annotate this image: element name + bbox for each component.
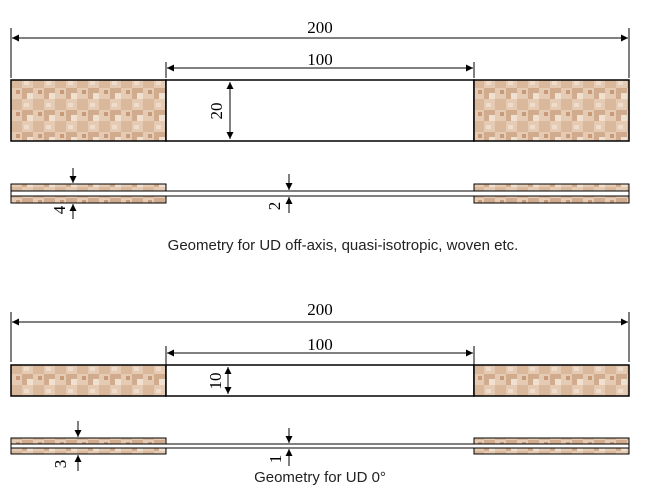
top-side-left-tab-upper <box>10 183 167 192</box>
top-side-view: 4 2 <box>10 168 630 219</box>
top-caption: Geometry for UD off-axis, quasi-isotropi… <box>168 237 519 254</box>
bottom-plan-view: 10 <box>10 364 630 397</box>
top-gauge-length-label: 100 <box>307 50 333 69</box>
bottom-overall-length-label: 200 <box>307 300 333 319</box>
top-left-tab <box>10 79 167 142</box>
top-gauge-length-dimension: 100 <box>165 50 475 78</box>
bottom-side-specimen <box>10 443 630 449</box>
top-side-left-tab-lower <box>10 195 167 204</box>
bottom-right-tab <box>473 364 630 397</box>
bottom-side-right-tab-upper <box>473 437 630 445</box>
top-width-label: 20 <box>207 103 226 120</box>
bottom-side-left-tab-lower <box>10 447 167 455</box>
bottom-gauge-section <box>165 364 475 397</box>
top-specimen-thickness-label: 2 <box>265 202 284 211</box>
top-tab-thickness-label: 4 <box>50 205 69 214</box>
bottom-side-right-tab-lower <box>473 447 630 455</box>
bottom-geometry: 200 100 10 3 <box>10 300 630 486</box>
bottom-side-view: 3 1 <box>10 421 630 471</box>
bottom-tab-thickness-label: 3 <box>51 460 70 469</box>
top-side-right-tab-upper <box>473 183 630 192</box>
top-plan-view: 20 <box>10 79 630 142</box>
bottom-overall-length-dimension: 200 <box>10 300 630 362</box>
top-gauge-section <box>165 79 475 142</box>
bottom-gauge-length-label: 100 <box>307 335 333 354</box>
bottom-left-tab <box>10 364 167 397</box>
top-overall-length-dimension: 200 <box>10 18 630 78</box>
bottom-caption: Geometry for UD 0° <box>254 469 386 486</box>
top-right-tab <box>473 79 630 142</box>
bottom-specimen-thickness-label: 1 <box>266 455 285 464</box>
top-overall-length-label: 200 <box>307 18 333 37</box>
top-geometry: 200 100 20 4 <box>10 18 630 254</box>
bottom-gauge-length-dimension: 100 <box>165 335 475 364</box>
bottom-width-label: 10 <box>206 373 225 390</box>
bottom-side-left-tab-upper <box>10 437 167 445</box>
top-side-specimen <box>10 190 630 197</box>
top-side-right-tab-lower <box>473 195 630 204</box>
